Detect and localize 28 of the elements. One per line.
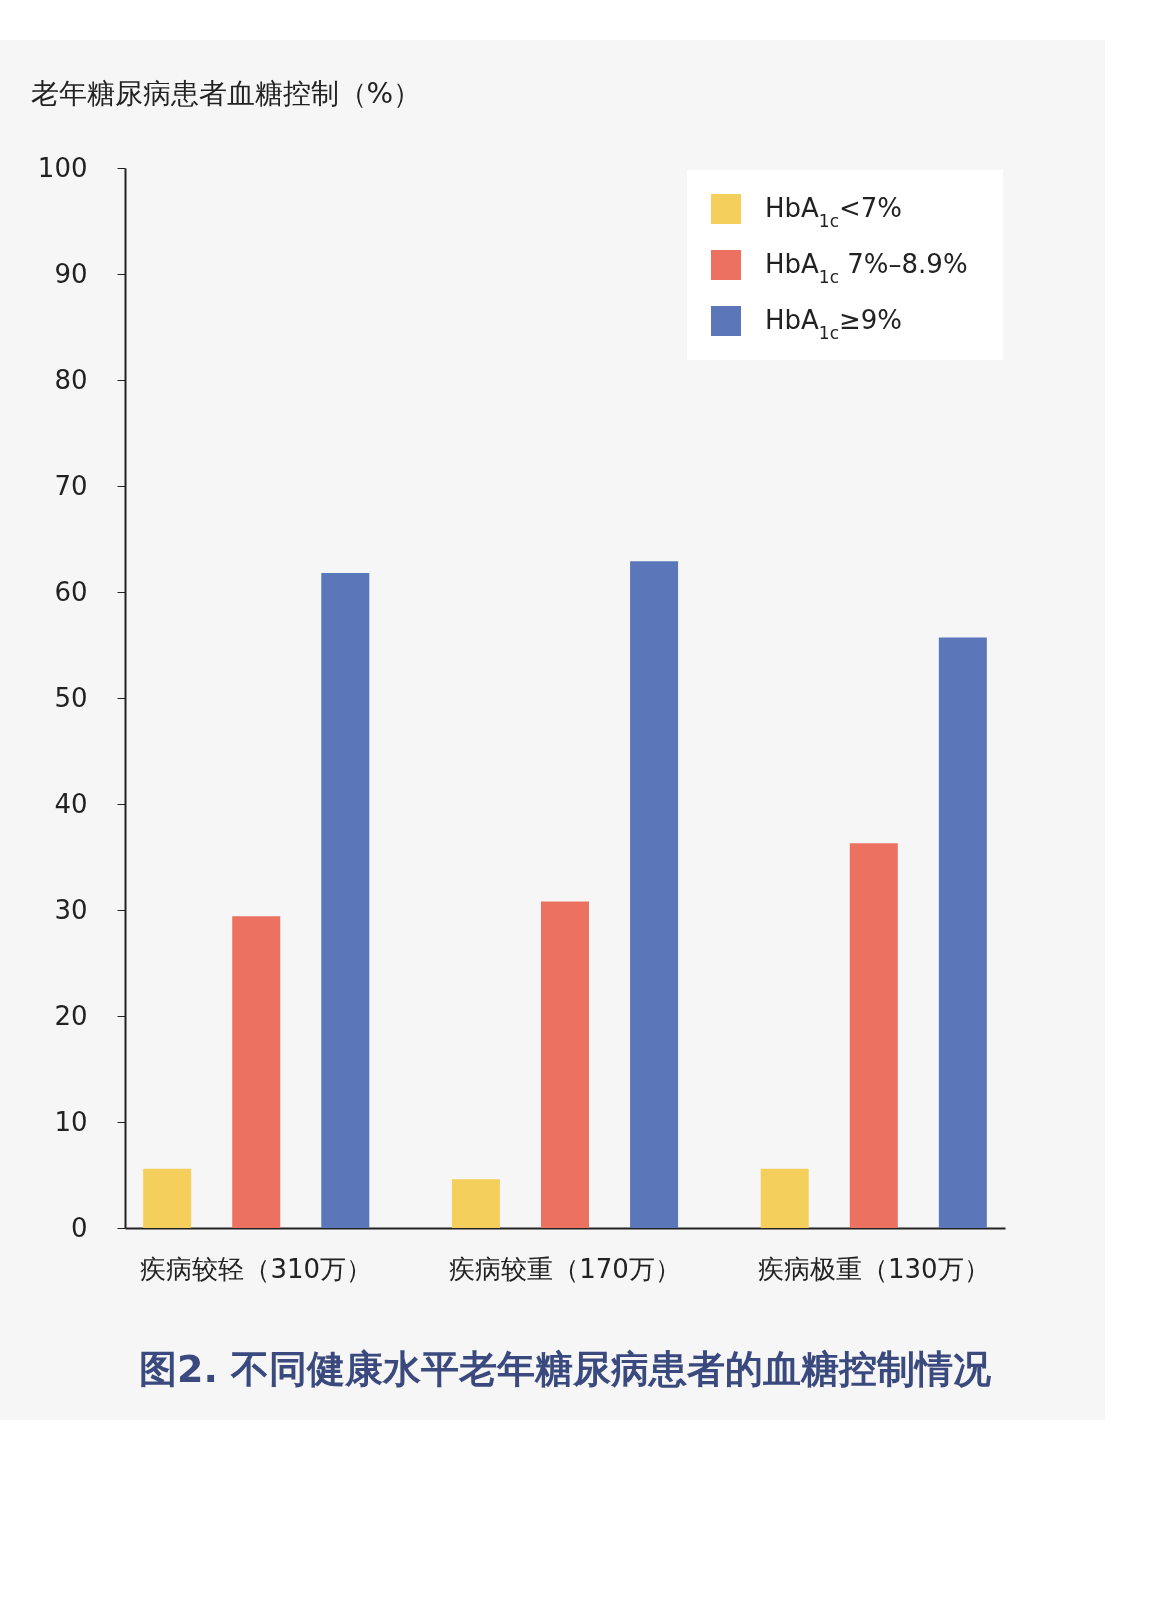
x-tick-label: 疾病较轻（310万） <box>140 1253 373 1284</box>
bar <box>760 1168 809 1228</box>
x-tick-label: 疾病较重（170万） <box>449 1253 681 1284</box>
y-tick-label: 50 <box>54 682 88 713</box>
y-tick-label: 90 <box>54 258 88 289</box>
y-tick-label: 80 <box>54 364 88 395</box>
bar <box>232 916 281 1228</box>
bar <box>849 843 898 1228</box>
bar <box>143 1168 192 1228</box>
legend-label: HbA$_{1c}$≥9% <box>765 305 903 343</box>
y-tick-label: 20 <box>54 1000 88 1031</box>
bar <box>938 637 987 1228</box>
bar <box>451 1179 500 1228</box>
text: 图2. 不同健康水平老年糖尿病患者的血糖控制情况 <box>138 1347 992 1391</box>
y-tick-label: 70 <box>54 470 88 501</box>
y-tick-label: 40 <box>54 788 88 819</box>
y-tick-label: 100 <box>37 152 88 183</box>
legend-label: HbA$_{1c}$ 7%–8.9% <box>765 249 968 287</box>
legend-label: HbA$_{1c}$<7% <box>765 193 903 231</box>
bar <box>541 901 589 1228</box>
x-tick-label: 疾病极重（130万） <box>757 1253 990 1284</box>
y-axis-title: 老年糖尿病患者血糖控制（%） <box>30 76 422 110</box>
y-tick-label: 10 <box>54 1106 88 1137</box>
y-tick-label: 60 <box>54 576 88 607</box>
bar <box>630 561 679 1228</box>
y-tick-label: 30 <box>54 894 88 925</box>
y-tick-label: 0 <box>70 1212 88 1243</box>
bar <box>321 572 370 1228</box>
